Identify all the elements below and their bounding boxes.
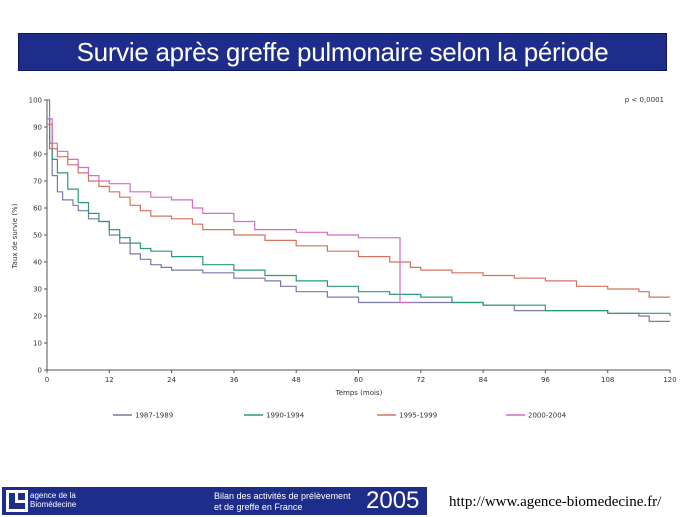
page-title: Survie après greffe pulmonaire selon la … [76,37,609,67]
x-tick-label: 108 [601,376,614,384]
x-tick-label: 60 [354,376,363,384]
logo-line-1: agence de la [30,491,76,500]
y-tick-label: 10 [33,340,42,348]
title-bar: Survie après greffe pulmonaire selon la … [18,33,667,71]
series-line-1990-1994 [47,118,671,316]
x-tick-label: 36 [229,376,238,384]
y-tick-label: 90 [33,124,42,132]
p-value-annotation: p < 0,0001 [625,96,664,104]
logo-line-2: Biomédecine [30,500,77,509]
x-axis-title: Temps (mois) [335,389,383,397]
chart-legend: 1987-1989 1990-1994 1995-1999 2000-2004 [113,412,567,420]
x-tick-label: 84 [479,376,488,384]
chart-svg: 0 10 20 30 40 50 60 70 80 90 100 0 12 24 36 48 60 72 84 96 1… [11,96,677,420]
y-tick-label: 100 [29,97,42,105]
footer-bar: agence de la Biomédecine Bilan des activ… [2,487,427,515]
y-tick-label: 40 [33,259,42,267]
logo-text: agence de la Biomédecine [30,491,90,509]
y-tick-label: 50 [33,232,42,240]
survival-chart: 0 10 20 30 40 50 60 70 80 90 100 0 12 24 36 48 60 72 84 96 1… [0,88,689,428]
chart-series [47,99,671,322]
legend-label-1990-1994: 1990-1994 [266,412,305,420]
report-year: 2005 [366,487,420,514]
series-line-2000-2004 [47,118,411,304]
y-tick-label: 70 [33,178,42,186]
legend-label-1995-1999: 1995-1999 [399,412,437,420]
agency-logo-icon [6,490,28,512]
website-url[interactable]: http://www.agence-biomedecine.fr/ [449,494,662,510]
y-tick-label: 20 [33,313,42,321]
y-tick-label: 60 [33,205,42,213]
y-tick-label: 80 [33,151,42,159]
x-tick-label: 12 [105,376,114,384]
y-axis-title: Taux de survie (%) [11,203,19,269]
x-tick-label: 72 [416,376,425,384]
chart-axes: 0 10 20 30 40 50 60 70 80 90 100 0 12 24 36 48 60 72 84 96 1… [29,97,677,385]
x-tick-label: 0 [45,376,49,384]
series-line-1995-1999 [47,123,670,298]
report-title-line-2: et de greffe en France [214,502,303,512]
y-tick-label: 30 [33,286,42,294]
y-tick-label: 0 [38,367,42,375]
legend-label-2000-2004: 2000-2004 [528,412,567,420]
x-tick-label: 96 [541,376,550,384]
x-tick-label: 24 [167,376,176,384]
legend-label-1987-1989: 1987-1989 [135,412,173,420]
x-tick-label: 48 [292,376,301,384]
report-title: Bilan des activités de prélèvement et de… [214,491,374,513]
report-title-line-1: Bilan des activités de prélèvement [214,491,351,501]
x-tick-label: 120 [663,376,676,384]
